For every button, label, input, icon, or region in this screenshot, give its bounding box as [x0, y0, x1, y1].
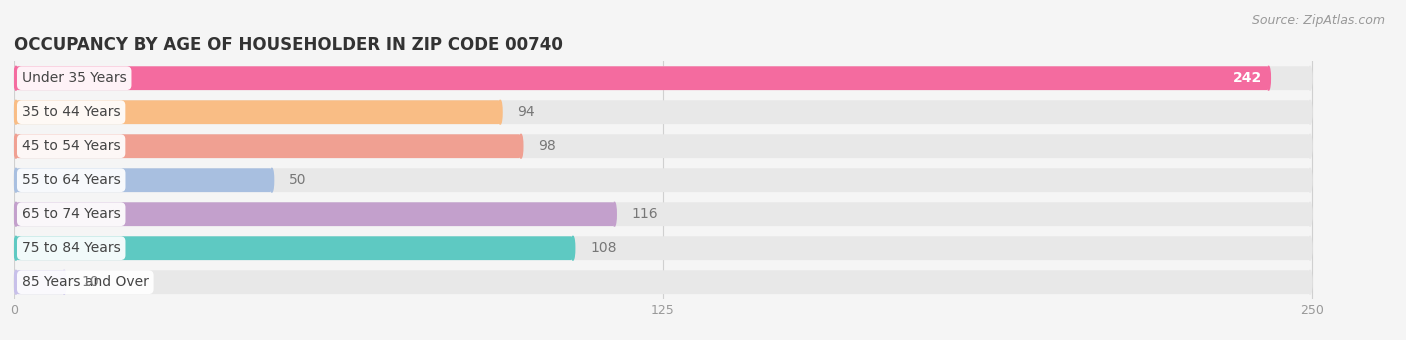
- Text: 85 Years and Over: 85 Years and Over: [22, 275, 149, 289]
- FancyBboxPatch shape: [15, 168, 1310, 192]
- Ellipse shape: [571, 236, 575, 260]
- Ellipse shape: [14, 236, 18, 260]
- FancyBboxPatch shape: [15, 202, 614, 226]
- Ellipse shape: [1308, 100, 1312, 124]
- Ellipse shape: [270, 168, 274, 192]
- Ellipse shape: [14, 100, 18, 124]
- Ellipse shape: [1308, 236, 1312, 260]
- Ellipse shape: [14, 100, 18, 124]
- Ellipse shape: [14, 270, 18, 294]
- Ellipse shape: [14, 168, 18, 192]
- FancyBboxPatch shape: [15, 100, 1310, 124]
- FancyBboxPatch shape: [15, 270, 65, 294]
- Ellipse shape: [14, 236, 18, 260]
- Text: 242: 242: [1233, 71, 1263, 85]
- Ellipse shape: [14, 168, 18, 192]
- Ellipse shape: [14, 202, 18, 226]
- FancyBboxPatch shape: [15, 66, 1268, 90]
- Ellipse shape: [62, 270, 66, 294]
- Ellipse shape: [14, 134, 18, 158]
- Ellipse shape: [613, 202, 616, 226]
- FancyBboxPatch shape: [15, 66, 1310, 90]
- Text: 55 to 64 Years: 55 to 64 Years: [22, 173, 121, 187]
- Text: 116: 116: [631, 207, 658, 221]
- Ellipse shape: [1308, 202, 1312, 226]
- Text: 75 to 84 Years: 75 to 84 Years: [22, 241, 121, 255]
- Ellipse shape: [519, 134, 523, 158]
- Ellipse shape: [1267, 66, 1271, 90]
- Text: 108: 108: [591, 241, 617, 255]
- FancyBboxPatch shape: [15, 202, 1310, 226]
- Ellipse shape: [14, 134, 18, 158]
- FancyBboxPatch shape: [15, 236, 572, 260]
- Text: Source: ZipAtlas.com: Source: ZipAtlas.com: [1251, 14, 1385, 27]
- Text: 10: 10: [82, 275, 100, 289]
- Ellipse shape: [14, 202, 18, 226]
- Text: 50: 50: [290, 173, 307, 187]
- FancyBboxPatch shape: [15, 134, 1310, 158]
- Ellipse shape: [1308, 66, 1312, 90]
- Text: 98: 98: [538, 139, 557, 153]
- Text: 45 to 54 Years: 45 to 54 Years: [22, 139, 121, 153]
- Ellipse shape: [498, 100, 502, 124]
- FancyBboxPatch shape: [15, 270, 1310, 294]
- Text: Under 35 Years: Under 35 Years: [22, 71, 127, 85]
- Text: OCCUPANCY BY AGE OF HOUSEHOLDER IN ZIP CODE 00740: OCCUPANCY BY AGE OF HOUSEHOLDER IN ZIP C…: [14, 36, 562, 54]
- Ellipse shape: [1308, 134, 1312, 158]
- Text: 94: 94: [517, 105, 536, 119]
- Ellipse shape: [1308, 168, 1312, 192]
- Ellipse shape: [14, 66, 18, 90]
- Ellipse shape: [1308, 270, 1312, 294]
- Ellipse shape: [14, 66, 18, 90]
- FancyBboxPatch shape: [15, 168, 271, 192]
- FancyBboxPatch shape: [15, 236, 1310, 260]
- Text: 35 to 44 Years: 35 to 44 Years: [22, 105, 121, 119]
- FancyBboxPatch shape: [15, 100, 501, 124]
- Ellipse shape: [14, 270, 18, 294]
- Text: 65 to 74 Years: 65 to 74 Years: [22, 207, 121, 221]
- FancyBboxPatch shape: [15, 134, 522, 158]
